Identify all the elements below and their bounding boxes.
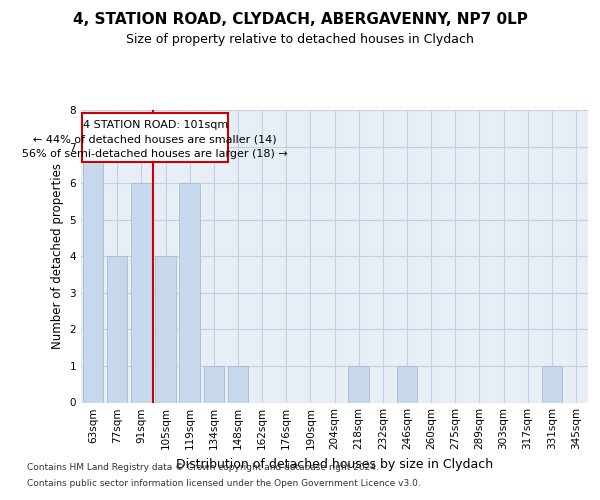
FancyBboxPatch shape [82, 113, 228, 162]
Bar [83, 146, 103, 402]
Text: Size of property relative to detached houses in Clydach: Size of property relative to detached ho… [126, 32, 474, 46]
Bar [542, 366, 562, 403]
Text: Contains HM Land Registry data © Crown copyright and database right 2024.: Contains HM Land Registry data © Crown c… [27, 464, 379, 472]
Bar [349, 366, 369, 403]
Bar [131, 183, 152, 402]
Bar [107, 256, 127, 402]
Text: 4 STATION ROAD: 101sqm: 4 STATION ROAD: 101sqm [83, 120, 228, 130]
Text: Contains public sector information licensed under the Open Government Licence v3: Contains public sector information licen… [27, 478, 421, 488]
Y-axis label: Number of detached properties: Number of detached properties [51, 163, 64, 349]
X-axis label: Distribution of detached houses by size in Clydach: Distribution of detached houses by size … [176, 458, 493, 471]
Bar [155, 256, 176, 402]
Text: 4, STATION ROAD, CLYDACH, ABERGAVENNY, NP7 0LP: 4, STATION ROAD, CLYDACH, ABERGAVENNY, N… [73, 12, 527, 28]
Bar [179, 183, 200, 402]
Bar [227, 366, 248, 403]
Text: 56% of semi-detached houses are larger (18) →: 56% of semi-detached houses are larger (… [22, 149, 288, 159]
Text: ← 44% of detached houses are smaller (14): ← 44% of detached houses are smaller (14… [34, 134, 277, 144]
Bar [203, 366, 224, 403]
Bar [397, 366, 417, 403]
